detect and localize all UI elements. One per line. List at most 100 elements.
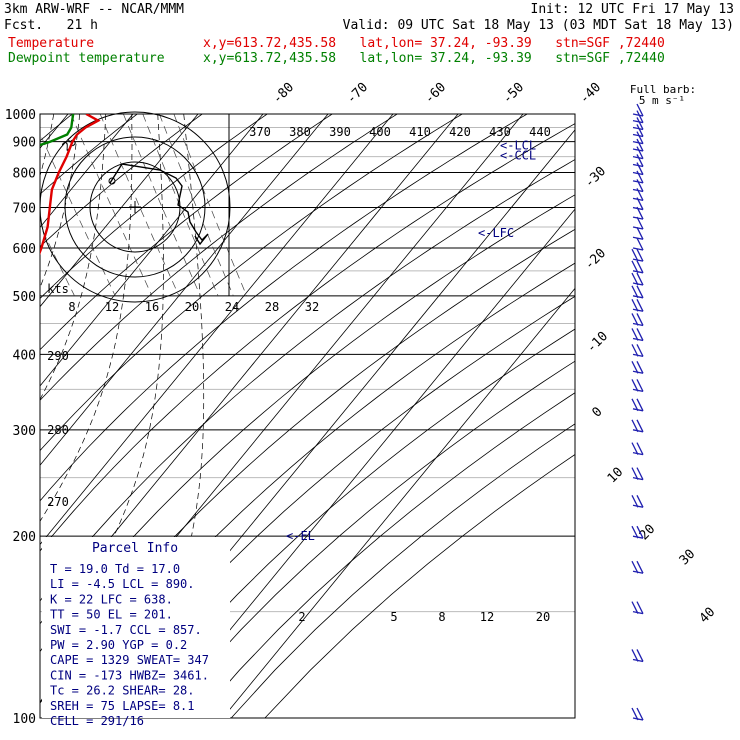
wind-barb-flag bbox=[631, 344, 639, 357]
dry-adiabat-label: 290 bbox=[47, 349, 69, 363]
isotherm-line bbox=[40, 114, 394, 546]
temperature-location: x,y=613.72,435.58 lat,lon= 37.24, -93.39… bbox=[203, 36, 665, 51]
wind-barb-shaft bbox=[632, 133, 644, 138]
wind-barb-shaft bbox=[632, 236, 644, 240]
mixing-ratio-line bbox=[123, 114, 201, 296]
dry-adiabat bbox=[40, 114, 528, 502]
init-time: Init: 12 UTC Fri 17 May 13 bbox=[530, 2, 735, 17]
pressure-label: 100 bbox=[13, 712, 36, 727]
pressure-label: 800 bbox=[13, 167, 36, 182]
wind-barb-flag bbox=[636, 419, 644, 433]
isotherm-label: -80 bbox=[270, 80, 297, 107]
wind-barb-flag bbox=[636, 649, 644, 662]
dewpoint-location: x,y=613.72,435.58 lat,lon= 37.24, -93.39… bbox=[203, 51, 665, 66]
full-barb-note: Full barb: bbox=[630, 83, 696, 96]
wind-barb-flag bbox=[636, 226, 644, 240]
isotherm-label: 40 bbox=[697, 605, 719, 627]
dry-adiabat bbox=[129, 328, 575, 718]
parcel-info-box bbox=[42, 537, 230, 718]
theta-label: 410 bbox=[409, 125, 431, 139]
parcel-info-row: CELL = 291/16 bbox=[50, 714, 144, 728]
mixing-ratio-line bbox=[70, 114, 153, 296]
dry-adiabat bbox=[40, 114, 333, 351]
wind-barb bbox=[632, 216, 644, 230]
wind-barb-flag bbox=[636, 272, 644, 286]
wind-barb-shaft bbox=[632, 206, 644, 211]
wind-barb-flag bbox=[636, 146, 644, 159]
pressure-label: 300 bbox=[13, 424, 36, 439]
forecast-hour: Fcst. 21 h bbox=[4, 18, 98, 33]
wind-barb bbox=[631, 601, 644, 615]
isotherm-label: -60 bbox=[422, 80, 449, 107]
dewpoint-legend: Dewpoint temperature bbox=[8, 51, 165, 66]
wind-barb bbox=[631, 313, 644, 327]
wind-barb-shaft bbox=[632, 113, 644, 117]
wind-barb bbox=[632, 117, 644, 131]
wind-barb-flag bbox=[631, 419, 639, 433]
wind-barb-flag bbox=[631, 494, 639, 508]
mixing-ratio-line bbox=[40, 224, 75, 296]
wind-barb-flag bbox=[631, 707, 639, 721]
mixing-ratio-line bbox=[99, 114, 180, 296]
wind-barb bbox=[632, 103, 644, 117]
wind-barb-flag bbox=[636, 494, 644, 508]
wind-barb-flag bbox=[636, 260, 644, 274]
isotherm-line bbox=[222, 287, 575, 718]
wind-barb-shaft bbox=[632, 216, 644, 220]
parcel-info-row: T = 19.0 Td = 17.0 bbox=[50, 562, 180, 576]
dry-adiabat bbox=[96, 295, 575, 718]
wind-barb bbox=[632, 226, 644, 240]
hodograph-ring bbox=[64, 136, 206, 278]
level-marker: <-LCL bbox=[500, 139, 536, 153]
wind-barb-flag bbox=[636, 162, 644, 175]
wind-barb-shaft bbox=[632, 120, 644, 124]
dry-adiabat bbox=[197, 392, 575, 718]
isotherm-label: 10 bbox=[605, 465, 627, 487]
wind-barb-flag bbox=[636, 328, 644, 341]
wind-barb-flag bbox=[636, 170, 644, 184]
plot-frame bbox=[39, 113, 576, 719]
wind-barb bbox=[632, 131, 644, 145]
wind-barb bbox=[631, 419, 644, 433]
wind-barb-flag bbox=[636, 298, 644, 312]
wind-barb-flag bbox=[631, 260, 639, 274]
dry-adiabat-label: 280 bbox=[47, 423, 69, 437]
isotherm-label: -70 bbox=[344, 80, 371, 107]
wind-barb bbox=[632, 162, 644, 176]
wind-barb-shaft bbox=[632, 126, 644, 131]
wind-barb-flag bbox=[631, 248, 639, 262]
wind-barb bbox=[631, 707, 644, 721]
parcel-info-title: Parcel Info bbox=[92, 541, 178, 556]
dry-adiabat bbox=[40, 228, 575, 703]
wind-barb-flag bbox=[636, 313, 644, 326]
pressure-label: 900 bbox=[13, 136, 36, 151]
mixing-ratio-line bbox=[142, 114, 219, 296]
wind-barb-shaft bbox=[632, 226, 644, 230]
valid-time: Valid: 09 UTC Sat 18 May 13 (03 MDT Sat … bbox=[342, 18, 734, 33]
theta-label: 400 bbox=[369, 125, 391, 139]
wind-barb bbox=[631, 285, 644, 299]
temperature-legend: Temperature bbox=[8, 36, 95, 51]
dry-adiabat bbox=[230, 423, 575, 718]
moist-adiabat bbox=[40, 114, 133, 522]
isotherm-label: -20 bbox=[582, 246, 609, 273]
dry-adiabat bbox=[264, 453, 575, 718]
wind-barb-flag bbox=[636, 110, 644, 123]
isotherm-label: -50 bbox=[500, 80, 527, 107]
wind-barb-flag bbox=[631, 442, 639, 455]
dry-adiabat bbox=[40, 114, 268, 299]
wind-barb bbox=[631, 328, 644, 342]
isotherm-label: -10 bbox=[584, 329, 611, 356]
wind-barb bbox=[631, 467, 644, 481]
wind-barb bbox=[632, 170, 644, 184]
mixing-ratio-line bbox=[159, 114, 234, 296]
wind-barb-flag bbox=[631, 525, 639, 539]
wind-barb-flag bbox=[636, 285, 644, 299]
wind-barb-flag bbox=[636, 379, 644, 392]
wind-barb-flag bbox=[636, 601, 644, 614]
wind-barb-flag bbox=[631, 379, 639, 392]
pressure-label: 200 bbox=[13, 530, 36, 545]
hodograph-speed-label: 32 bbox=[305, 300, 319, 314]
wind-barb bbox=[631, 560, 644, 574]
